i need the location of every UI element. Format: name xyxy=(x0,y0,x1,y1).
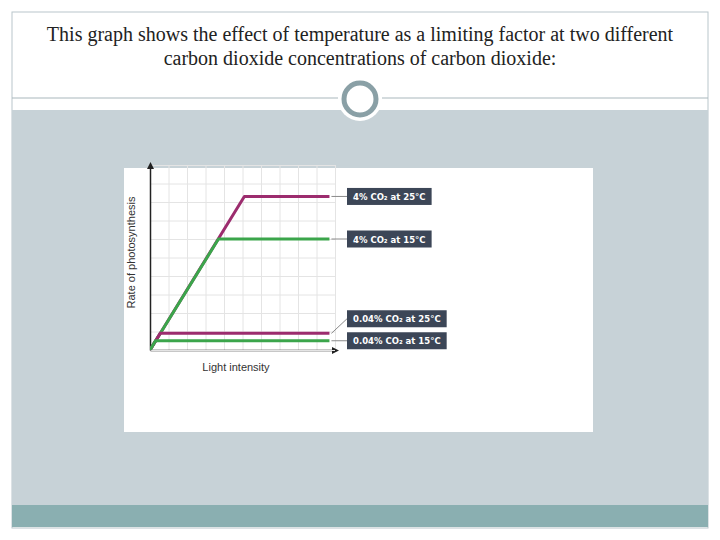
legend-entry: 4% CO₂ at 25°C xyxy=(353,192,426,202)
slide: Light intensity Rate of photosynthesis 4% … xyxy=(0,0,720,540)
label-box xyxy=(347,231,432,248)
divider-circle xyxy=(344,83,376,115)
y-axis-title: Rate of photosynthesis xyxy=(125,196,137,308)
y-tick xyxy=(150,276,335,277)
chart-title: This graph shows the effect of temperatu… xyxy=(30,22,690,70)
content-background xyxy=(12,110,708,505)
slide-canvas: Light intensity Rate of photosynthesis 4% … xyxy=(0,0,720,540)
y-grid-line xyxy=(150,276,335,277)
footer-bar xyxy=(12,505,708,527)
x-grid-line xyxy=(150,165,151,350)
y-grid-line xyxy=(150,221,335,222)
label-connector xyxy=(331,239,347,240)
label-box xyxy=(347,332,447,349)
y-grid-line xyxy=(150,350,335,351)
series-labels: 4% CO₂ at 25°C 4% CO₂ at 15°C 0.04% CO₂ at… xyxy=(331,188,446,349)
y-tick xyxy=(150,295,335,296)
legend-entry: 0.04% CO₂ at 15°C xyxy=(353,336,441,346)
plot-lines xyxy=(150,196,329,350)
divider-circle-outer xyxy=(338,77,382,121)
series-line xyxy=(150,196,329,350)
y-grid-line xyxy=(150,295,335,296)
x-axis xyxy=(151,165,336,351)
x-axis-title: Light intensity xyxy=(202,361,270,373)
series-line xyxy=(150,333,329,350)
x-axis-line xyxy=(151,350,336,352)
label-box xyxy=(347,188,432,205)
x-tick xyxy=(150,165,151,350)
legend-entry: 4% CO₂ at 15°C xyxy=(353,235,426,245)
label-connector xyxy=(331,196,347,197)
y-tick xyxy=(150,350,335,351)
slide-frame xyxy=(12,12,708,528)
series-line xyxy=(150,341,329,350)
y-tick xyxy=(150,165,335,166)
legend-entry: 0.04% CO₂ at 25°C xyxy=(353,314,441,324)
x-tick xyxy=(335,165,336,350)
y-grid-line xyxy=(150,165,335,166)
divider-left xyxy=(12,98,338,99)
y-tick xyxy=(150,313,335,314)
label-connector xyxy=(331,319,347,334)
y-tick xyxy=(150,258,335,259)
label-box xyxy=(347,310,447,327)
chart-image-background xyxy=(124,168,593,432)
y-axis-line xyxy=(150,166,152,351)
y-grid-line xyxy=(150,313,335,314)
x-grid-line xyxy=(335,165,336,350)
divider-right xyxy=(382,98,708,99)
y-tick xyxy=(150,184,335,185)
y-tick xyxy=(150,221,335,222)
y-grid-line xyxy=(150,258,335,259)
y-axis xyxy=(150,166,335,351)
y-grid-line xyxy=(150,184,335,185)
series-line xyxy=(150,239,329,350)
label-connector xyxy=(331,340,347,341)
